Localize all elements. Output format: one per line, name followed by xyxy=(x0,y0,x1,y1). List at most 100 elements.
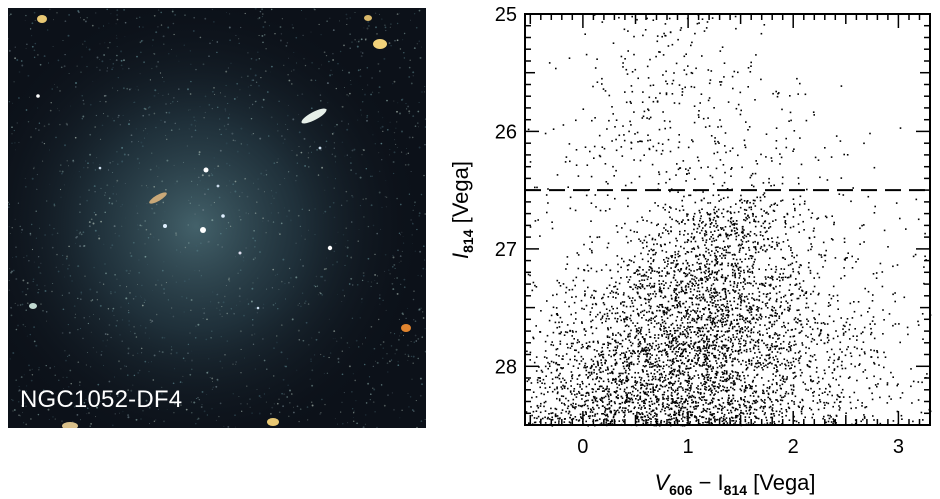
background-noise-speck xyxy=(75,313,76,315)
data-point xyxy=(734,383,736,386)
data-point xyxy=(641,418,643,421)
data-point xyxy=(819,399,821,401)
background-noise-speck xyxy=(252,324,254,326)
background-noise-speck xyxy=(112,66,114,68)
background-noise-speck xyxy=(274,274,276,276)
background-noise-speck xyxy=(132,241,135,244)
background-noise-speck xyxy=(251,134,253,136)
data-point xyxy=(835,415,838,417)
data-point xyxy=(624,354,626,357)
background-noise-speck xyxy=(102,340,104,342)
data-point xyxy=(670,345,673,347)
data-point xyxy=(737,262,739,265)
data-point xyxy=(692,283,694,285)
data-point xyxy=(674,353,677,355)
background-noise-speck xyxy=(138,259,140,261)
data-point xyxy=(607,394,610,397)
background-noise-speck xyxy=(375,26,377,29)
background-noise-speck xyxy=(248,107,251,109)
data-point xyxy=(701,337,704,340)
background-noise-speck xyxy=(341,120,343,122)
data-point xyxy=(783,335,785,337)
background-noise-speck xyxy=(196,120,198,122)
data-point xyxy=(792,360,795,363)
data-point xyxy=(727,403,730,405)
data-point xyxy=(713,387,716,390)
data-point xyxy=(682,410,685,413)
background-noise-speck xyxy=(157,9,160,11)
data-point xyxy=(860,420,862,423)
background-noise-speck xyxy=(380,344,382,346)
background-noise-speck xyxy=(227,117,230,119)
data-point xyxy=(731,313,734,316)
data-point xyxy=(774,391,777,394)
data-point xyxy=(706,343,709,345)
background-noise-speck xyxy=(315,79,317,81)
data-point xyxy=(600,371,602,374)
data-point xyxy=(637,350,639,352)
data-point xyxy=(809,272,812,274)
background-noise-speck xyxy=(376,275,378,277)
data-point xyxy=(892,324,894,327)
data-point xyxy=(721,276,724,279)
data-point xyxy=(738,313,741,316)
data-point xyxy=(647,352,649,355)
data-point xyxy=(626,401,628,403)
background-noise-speck xyxy=(228,277,230,279)
background-noise-speck xyxy=(398,335,400,337)
data-point xyxy=(638,295,641,298)
data-point xyxy=(792,385,795,388)
data-point xyxy=(669,348,672,350)
data-point xyxy=(754,225,757,228)
background-noise-speck xyxy=(342,234,345,236)
data-point xyxy=(780,276,783,279)
data-point xyxy=(687,283,690,286)
background-noise-speck xyxy=(84,406,87,408)
data-point xyxy=(725,373,728,375)
background-noise-speck xyxy=(364,337,367,339)
data-point xyxy=(712,219,715,221)
data-point xyxy=(603,406,606,409)
background-noise-speck xyxy=(373,347,376,350)
background-noise-speck xyxy=(169,312,171,314)
data-point xyxy=(724,331,727,333)
background-noise-speck xyxy=(144,127,147,130)
data-point xyxy=(636,329,638,332)
data-point xyxy=(584,294,586,297)
data-point xyxy=(725,359,728,362)
data-point xyxy=(529,359,531,361)
background-noise-speck xyxy=(414,205,415,206)
data-point xyxy=(638,341,641,344)
background-noise-speck xyxy=(240,372,242,374)
data-point xyxy=(735,235,738,238)
background-noise-speck xyxy=(49,224,51,226)
data-point xyxy=(598,380,600,383)
data-point xyxy=(656,420,659,423)
background-noise-speck xyxy=(367,21,370,23)
background-noise-speck xyxy=(136,157,139,160)
data-point xyxy=(600,399,602,401)
data-point xyxy=(675,346,677,349)
data-point xyxy=(584,334,586,336)
data-point xyxy=(697,335,700,338)
background-noise-speck xyxy=(361,298,363,300)
data-point xyxy=(680,311,683,314)
background-noise-speck xyxy=(80,298,82,300)
background-noise-speck xyxy=(267,135,270,137)
background-noise-speck xyxy=(99,100,101,102)
data-point xyxy=(816,327,819,330)
foreground-star xyxy=(36,94,40,98)
background-noise-speck xyxy=(229,164,231,167)
data-point xyxy=(744,381,746,384)
foreground-star xyxy=(238,251,242,255)
data-point xyxy=(682,302,684,305)
background-noise-speck xyxy=(418,146,421,149)
background-noise-speck xyxy=(81,95,83,97)
background-noise-speck xyxy=(37,188,38,190)
data-point xyxy=(678,222,680,225)
data-point xyxy=(806,365,809,367)
background-noise-speck xyxy=(153,112,156,115)
data-point xyxy=(837,300,839,302)
background-noise-speck xyxy=(83,401,86,404)
background-noise-speck xyxy=(87,322,90,325)
